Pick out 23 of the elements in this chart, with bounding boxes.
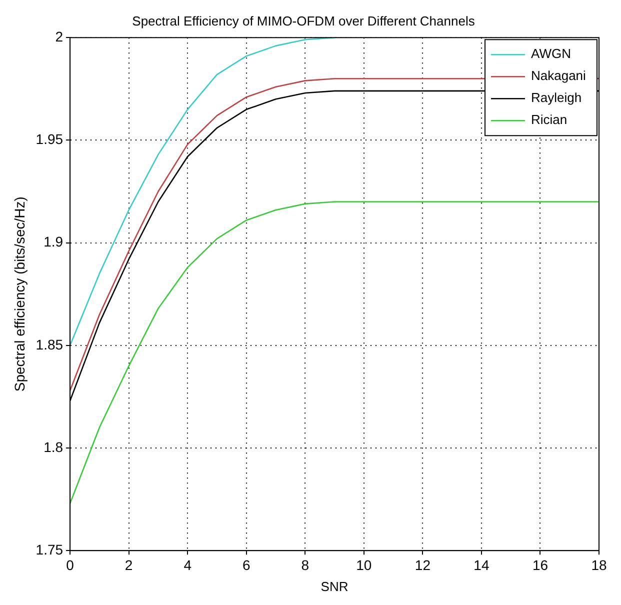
x-tick-label: 14 [474, 556, 490, 573]
x-tick-label: 16 [532, 556, 548, 573]
y-axis-title: Spectral efficiency (bits/sec/Hz) [11, 196, 28, 392]
x-tick-label: 0 [66, 556, 74, 573]
y-tick-label: 1.75 [36, 541, 64, 558]
chart-title: Spectral Efficiency of MIMO-OFDM over Different Channels [132, 13, 476, 28]
x-tick-label: 2 [124, 556, 133, 573]
y-tick-label: 1.85 [36, 336, 64, 352]
legend-label: Nakagani [531, 68, 586, 84]
legend-label: Rayleigh [531, 90, 582, 106]
legend-label: AWGN [531, 46, 571, 62]
y-tick-label: 1.9 [44, 234, 64, 250]
y-tick-label: 2 [55, 28, 64, 44]
y-tick-label: 1.95 [36, 131, 64, 148]
x-axis-title: SNR [320, 578, 348, 594]
y-tick-label: 1.8 [44, 438, 64, 455]
x-tick-label: 4 [184, 556, 192, 573]
legend-label: Rician [531, 112, 568, 128]
x-tick-label: 10 [356, 556, 372, 573]
x-tick-label: 6 [242, 556, 250, 573]
x-tick-label: 18 [591, 556, 607, 573]
x-tick-label: 12 [414, 556, 431, 573]
x-tick-label: 8 [301, 556, 310, 573]
